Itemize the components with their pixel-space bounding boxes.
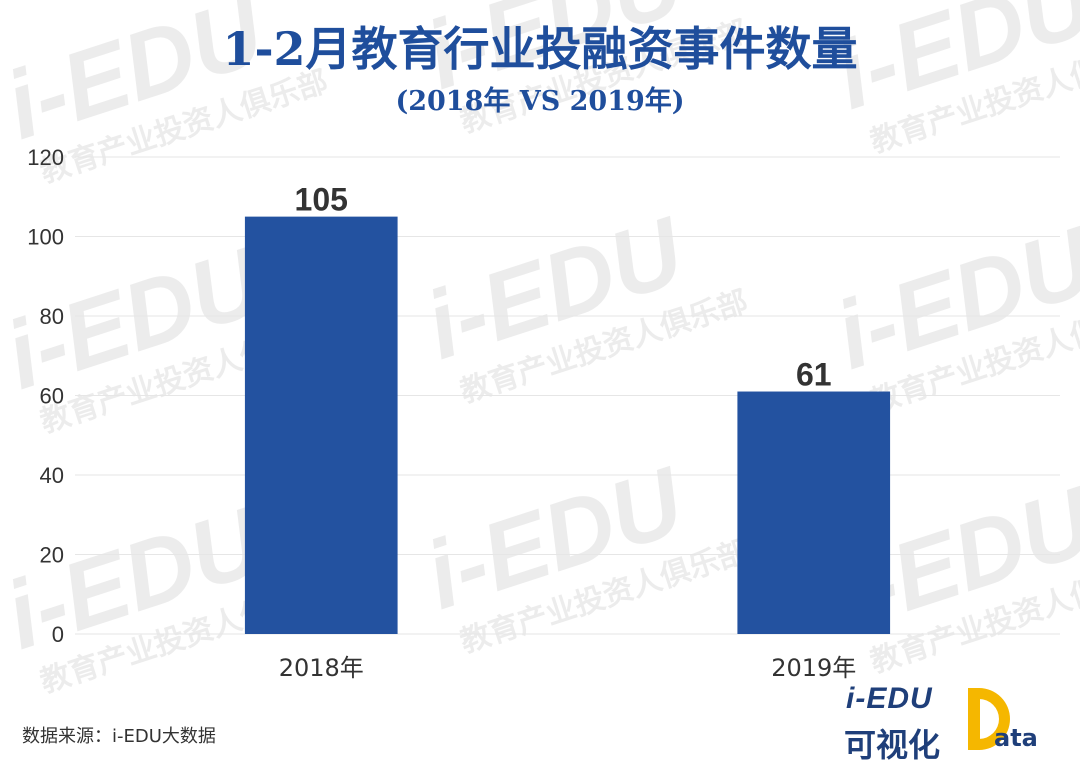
- x-tick-label: 2019年: [771, 654, 856, 682]
- logo-suffix-text: ata: [994, 724, 1038, 752]
- y-tick-label: 80: [40, 304, 64, 329]
- y-tick-label: 60: [40, 384, 64, 409]
- bar: [737, 391, 891, 634]
- logo: i-EDU 可视化 ata: [842, 682, 1042, 768]
- data-label: 105: [295, 182, 348, 218]
- x-tick-label: 2018年: [279, 654, 364, 682]
- chart-title: 1-2月教育行业投融资事件数量: [222, 22, 858, 76]
- data-source-note: 数据来源：i-EDU大数据: [22, 726, 216, 747]
- y-axis-ticks: 0 20 40 60 80 100 120: [27, 145, 64, 647]
- y-tick-label: 120: [27, 145, 64, 170]
- y-tick-label: 20: [40, 543, 64, 568]
- data-labels: 105 61: [295, 182, 832, 393]
- logo-brand-text: i-EDU: [846, 682, 933, 715]
- chart-subtitle: (2018年 VS 2019年): [395, 86, 685, 117]
- y-tick-label: 0: [52, 622, 64, 647]
- data-label: 61: [796, 357, 832, 393]
- logo-caption-text: 可视化: [844, 726, 941, 764]
- gridlines: [75, 156, 1060, 635]
- y-tick-label: 100: [27, 225, 64, 250]
- bar: [244, 216, 398, 634]
- logo-d-mark: [968, 688, 1010, 750]
- y-tick-label: 40: [40, 463, 64, 488]
- x-axis-ticks: 2018年 2019年: [279, 654, 857, 682]
- bars: [244, 216, 891, 634]
